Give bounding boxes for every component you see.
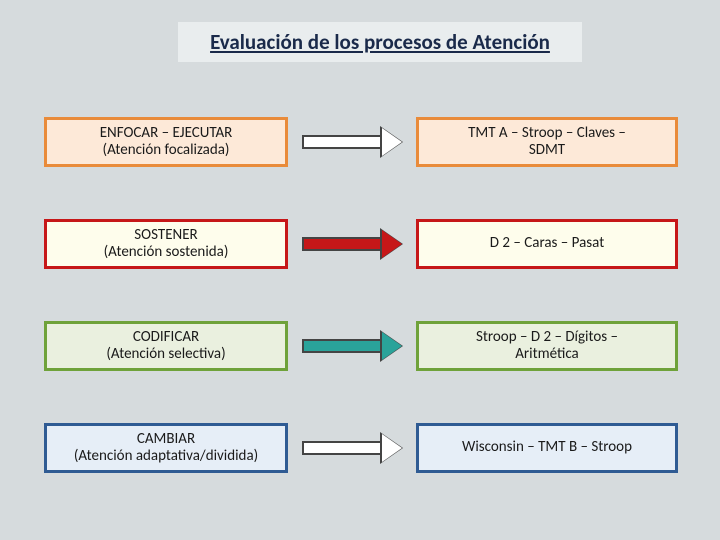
- arrow-2: [302, 332, 402, 360]
- row-1: SOSTENER (Atención sostenida) D 2 – Cara…: [0, 219, 720, 269]
- left-box-3: CAMBIAR (Atención adaptativa/dividida): [44, 423, 288, 473]
- left-box-2: CODIFICAR (Atención selectiva): [44, 321, 288, 371]
- right-box-2-line1: Stroop – D 2 – Dígitos –: [476, 329, 618, 346]
- left-box-3-line1: CAMBIAR: [74, 431, 258, 448]
- row-0: ENFOCAR – EJECUTAR (Atención focalizada)…: [0, 117, 720, 167]
- row-2: CODIFICAR (Atención selectiva) Stroop – …: [0, 321, 720, 371]
- left-box-1-line1: SOSTENER: [104, 227, 229, 244]
- left-box-3-line2: (Atención adaptativa/dividida): [74, 448, 258, 465]
- left-box-2-line1: CODIFICAR: [106, 329, 225, 346]
- left-box-0-line2: (Atención focalizada): [100, 142, 233, 159]
- right-box-0-line1: TMT A – Stroop – Claves –: [468, 125, 626, 142]
- right-box-2-line2: Aritmética: [476, 346, 618, 363]
- page: Evaluación de los procesos de Atención E…: [0, 0, 720, 540]
- left-box-2-line2: (Atención selectiva): [106, 346, 225, 363]
- right-box-2: Stroop – D 2 – Dígitos – Aritmética: [416, 321, 678, 371]
- right-box-3-line1: Wisconsin – TMT B – Stroop: [462, 439, 632, 456]
- arrow-1: [302, 230, 402, 258]
- right-box-3: Wisconsin – TMT B – Stroop: [416, 423, 678, 473]
- right-box-1: D 2 – Caras – Pasat: [416, 219, 678, 269]
- left-box-1-line2: (Atención sostenida): [104, 244, 229, 261]
- left-box-0: ENFOCAR – EJECUTAR (Atención focalizada): [44, 117, 288, 167]
- page-title: Evaluación de los procesos de Atención: [178, 22, 582, 62]
- right-box-0-line2: SDMT: [468, 142, 626, 159]
- arrow-3: [302, 434, 402, 462]
- left-box-0-line1: ENFOCAR – EJECUTAR: [100, 125, 233, 142]
- page-title-text: Evaluación de los procesos de Atención: [210, 29, 550, 55]
- arrow-0: [302, 128, 402, 156]
- right-box-0: TMT A – Stroop – Claves – SDMT: [416, 117, 678, 167]
- row-3: CAMBIAR (Atención adaptativa/dividida) W…: [0, 423, 720, 473]
- left-box-1: SOSTENER (Atención sostenida): [44, 219, 288, 269]
- right-box-1-line1: D 2 – Caras – Pasat: [490, 235, 604, 252]
